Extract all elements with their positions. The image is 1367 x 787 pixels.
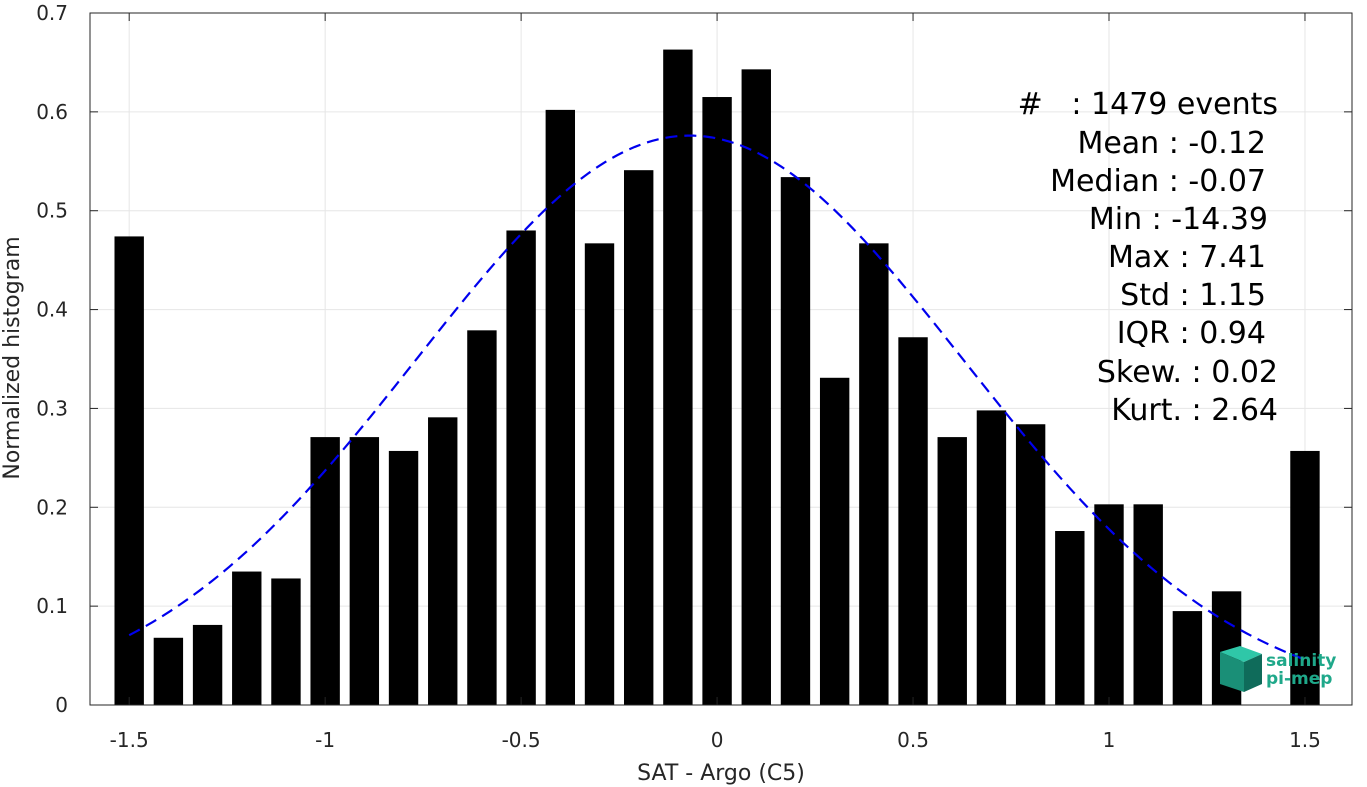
histogram-bar: [976, 410, 1007, 705]
histogram-bar: [388, 450, 419, 705]
x-axis-label: SAT - Argo (C5): [637, 761, 805, 786]
y-tick-label: 0.5: [36, 199, 68, 223]
stat-mean: Mean : -0.12: [1077, 126, 1266, 161]
histogram-bar: [428, 417, 458, 705]
statistics-annotation: # : 1479 events Mean : -0.12 Median : -0…: [1018, 87, 1278, 428]
stat-events: # : 1479 events: [1018, 87, 1278, 122]
histogram-bar: [192, 624, 223, 705]
x-tick-label: -1: [315, 728, 335, 752]
y-axis-label: Normalized histogram: [0, 236, 25, 479]
stat-min: Min : -14.39: [1089, 202, 1268, 237]
histogram-bar: [1133, 504, 1163, 705]
logo-line1: salinity: [1266, 651, 1336, 671]
histogram-bar: [741, 69, 771, 705]
y-tick-label: 0.4: [36, 298, 68, 322]
histogram-bar: [1015, 424, 1046, 705]
histogram-bar: [1055, 531, 1085, 705]
histogram-bar: [545, 109, 576, 705]
x-tick-label: 1: [1103, 728, 1116, 752]
axes-box: [89, 12, 1353, 706]
histogram-bar: [271, 578, 301, 705]
stat-median: Median : -0.07: [1050, 164, 1266, 199]
x-tick-label: 1.5: [1289, 728, 1321, 752]
histogram-bar: [1290, 450, 1320, 705]
histogram-bar: [1094, 504, 1124, 705]
histogram-bar: [467, 330, 497, 705]
y-tick-label: 0.2: [36, 495, 68, 519]
y-tick-label: 0.7: [36, 1, 68, 25]
histogram-bar: [623, 170, 654, 705]
histogram-bar: [937, 437, 967, 705]
histogram-bar: [153, 637, 184, 705]
salinity-pimep-logo: salinity pi-mep: [1220, 646, 1336, 692]
stat-std: Std : 1.15: [1120, 278, 1266, 313]
stat-max: Max : 7.41: [1108, 240, 1266, 275]
histogram-bar: [584, 243, 615, 705]
histogram-bar: [349, 437, 380, 705]
x-tick-label: -0.5: [502, 728, 541, 752]
logo-line2: pi-mep: [1266, 669, 1332, 689]
histogram-bar: [232, 571, 262, 705]
histogram-bar: [114, 236, 144, 705]
histogram-bar: [780, 177, 811, 706]
y-axis-ticks: 0 0.1 0.2 0.3 0.4 0.5 0.6 0.7: [36, 1, 1352, 717]
stat-iqr: IQR : 0.94: [1117, 316, 1266, 351]
stat-skew: Skew. : 0.02: [1097, 355, 1278, 390]
x-tick-label: -1.5: [110, 728, 149, 752]
histogram-bar: [1172, 611, 1203, 705]
x-axis-ticks: -1.5 -1 -0.5 0 0.5 1 1.5: [110, 13, 1321, 752]
x-tick-label: 0: [711, 728, 724, 752]
stat-kurt: Kurt. : 2.64: [1111, 393, 1278, 428]
gaussian-fit-line: [128, 134, 1306, 661]
histogram-bar: [310, 437, 340, 705]
y-tick-label: 0.3: [36, 396, 68, 420]
histogram-bars: [114, 49, 1320, 706]
y-tick-label: 0.6: [36, 100, 68, 124]
histogram-bar: [859, 243, 889, 705]
histogram-bar: [819, 377, 850, 705]
histogram-bar: [663, 49, 693, 705]
cube-logo-icon: [1220, 646, 1262, 692]
y-tick-label: 0: [55, 693, 68, 717]
histogram-bar: [506, 230, 536, 705]
histogram-bar: [702, 97, 732, 706]
histogram-bar: [898, 337, 928, 705]
y-tick-label: 0.1: [36, 594, 68, 618]
x-tick-label: 0.5: [897, 728, 929, 752]
